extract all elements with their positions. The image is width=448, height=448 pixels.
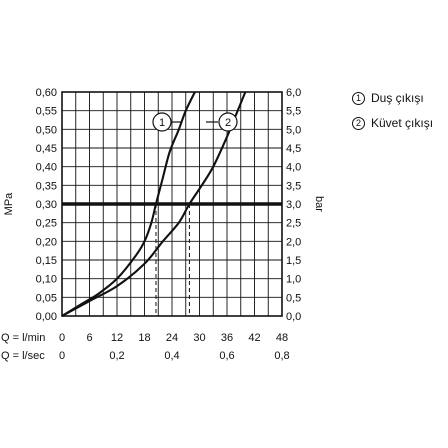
right-tick-label: 2,0 bbox=[286, 236, 301, 248]
legend-marker-1: 1 bbox=[352, 92, 365, 105]
x-tick-label-lsec: 0,4 bbox=[164, 350, 179, 362]
left-tick-label: 0,15 bbox=[36, 255, 57, 267]
legend-label-2: Küvet çıkışı bbox=[371, 116, 434, 130]
right-tick-label: 4,5 bbox=[286, 143, 301, 155]
x-tick-label-lmin: 30 bbox=[193, 332, 205, 344]
right-tick-label: 0,0 bbox=[286, 311, 301, 323]
series-2-marker-label: 2 bbox=[225, 117, 231, 129]
legend-item-1: 1 Duş çıkışı bbox=[352, 91, 424, 105]
x-tick-label-lmin: 12 bbox=[111, 332, 123, 344]
left-axis-label: MPa bbox=[3, 192, 15, 216]
x-tick-label-lsec: 0,2 bbox=[109, 350, 124, 362]
x-tick-label-lmin: 24 bbox=[166, 332, 178, 344]
right-tick-label: 2,5 bbox=[286, 218, 301, 230]
left-tick-label: 0,05 bbox=[36, 292, 57, 304]
left-tick-label: 0,20 bbox=[36, 236, 57, 248]
left-tick-label: 0,25 bbox=[36, 218, 57, 230]
x-tick-label-lmin: 0 bbox=[59, 332, 65, 344]
right-tick-label: 5,0 bbox=[286, 124, 301, 136]
series-1-line bbox=[61, 91, 196, 317]
series-1-marker-circle bbox=[152, 112, 172, 132]
axes bbox=[61, 91, 283, 317]
left-tick-label: 0,50 bbox=[36, 124, 57, 136]
left-tick-label: 0,55 bbox=[36, 106, 57, 118]
left-tick-label: 0,30 bbox=[36, 199, 57, 211]
legend-label-1: Duş çıkışı bbox=[371, 91, 424, 105]
x-axis-lsec-label: Q = l/sec bbox=[1, 350, 45, 362]
left-tick-label: 0,45 bbox=[36, 143, 57, 155]
legend-marker-2: 2 bbox=[352, 117, 365, 130]
right-tick-label: 1,5 bbox=[286, 255, 301, 267]
left-tick-label: 0,10 bbox=[36, 274, 57, 286]
x-tick-label-lmin: 48 bbox=[276, 332, 288, 344]
right-tick-label: 4,0 bbox=[286, 162, 301, 174]
x-axis-lmin-label: Q = l/min bbox=[1, 332, 45, 344]
left-tick-label: 0,35 bbox=[36, 180, 57, 192]
right-tick-label: 5,5 bbox=[286, 106, 301, 118]
series-2-line bbox=[61, 91, 247, 317]
right-tick-label: 1,0 bbox=[286, 274, 301, 286]
right-axis-label: bar bbox=[313, 196, 325, 212]
right-tick-label: 6,0 bbox=[286, 87, 301, 99]
left-tick-label: 0,60 bbox=[36, 87, 57, 99]
x-tick-label-lsec: 0 bbox=[59, 350, 65, 362]
tick-labels: 0,00 0,00,05 0,50,10 1,00,15 1,50,20 2,00,25 2… bbox=[36, 87, 302, 362]
left-tick-label: 0,40 bbox=[36, 162, 57, 174]
right-tick-label: 3,5 bbox=[286, 180, 301, 192]
x-tick-label-lmin: 36 bbox=[221, 332, 233, 344]
x-tick-label-lmin: 42 bbox=[248, 332, 260, 344]
x-tick-label-lsec: 0,6 bbox=[219, 350, 234, 362]
left-tick-label: 0,00 bbox=[36, 311, 57, 323]
x-tick-label-lsec: 0,8 bbox=[274, 350, 289, 362]
x-tick-label-lmin: 18 bbox=[138, 332, 150, 344]
series-2-marker-circle bbox=[218, 112, 238, 132]
right-tick-label: 0,5 bbox=[286, 292, 301, 304]
legend-item-2: 2 Küvet çıkışı bbox=[352, 116, 433, 130]
x-tick-label-lmin: 6 bbox=[86, 332, 92, 344]
right-tick-label: 3,0 bbox=[286, 199, 301, 211]
series-1-marker-label: 1 bbox=[159, 117, 165, 129]
